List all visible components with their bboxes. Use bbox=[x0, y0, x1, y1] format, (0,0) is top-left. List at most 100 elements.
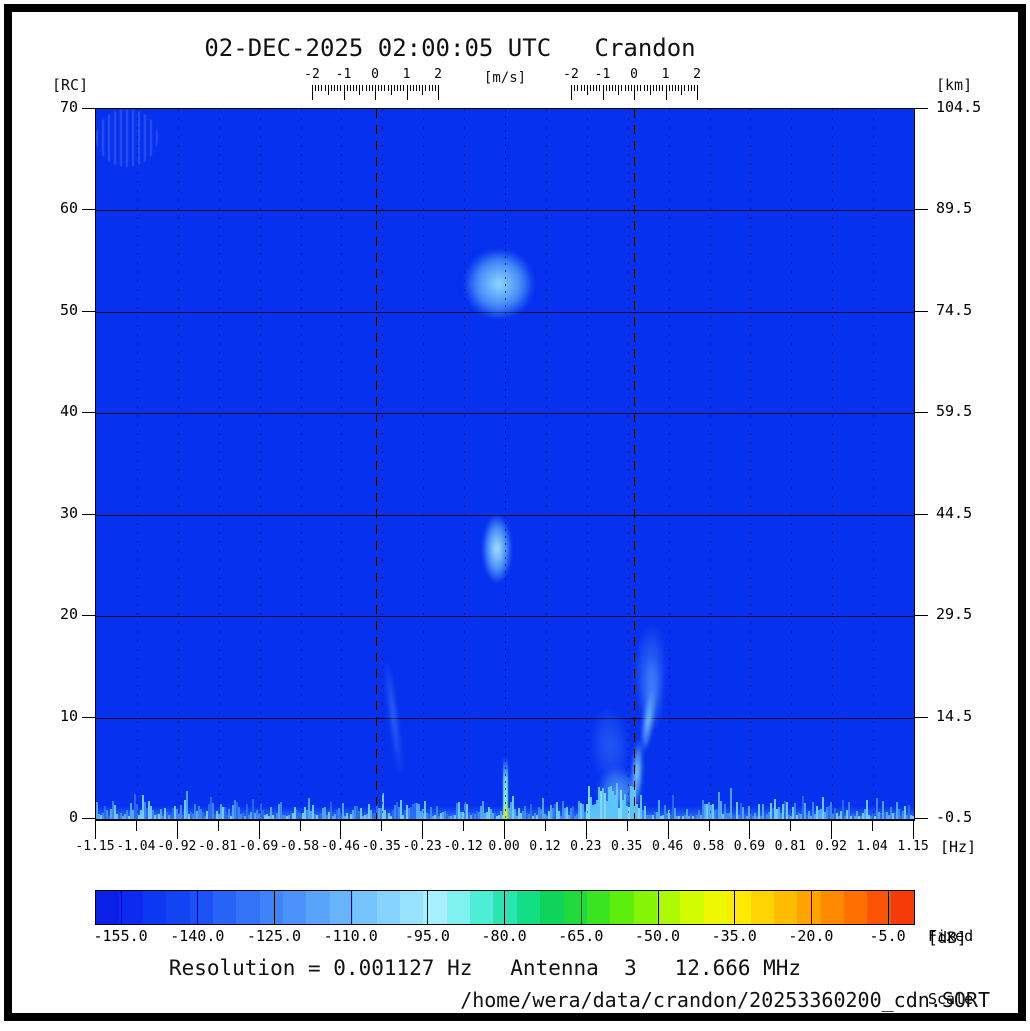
left-axis-tick bbox=[82, 818, 95, 819]
velocity-ruler-tick bbox=[668, 85, 670, 91]
noise-bar bbox=[118, 815, 120, 819]
noise-bar bbox=[478, 812, 480, 819]
grid-line-vertical-dotted bbox=[586, 109, 588, 819]
velocity-ruler-tick bbox=[438, 85, 439, 100]
velocity-ruler-tick bbox=[356, 85, 358, 91]
noise-bar bbox=[892, 813, 894, 819]
x-axis-unit: [Hz] bbox=[939, 838, 977, 856]
grid-line-vertical-dotted bbox=[341, 109, 343, 819]
noise-bar bbox=[100, 815, 102, 819]
noise-bar bbox=[618, 808, 620, 819]
noise-bar bbox=[160, 809, 162, 819]
noise-bar bbox=[564, 808, 566, 819]
noise-bar bbox=[776, 809, 778, 819]
velocity-ruler-tick bbox=[390, 85, 392, 95]
colorbar-tick bbox=[120, 890, 122, 925]
noise-bar bbox=[500, 811, 502, 819]
noise-bar bbox=[138, 815, 140, 819]
right-axis-tick bbox=[914, 108, 928, 109]
noise-bar bbox=[190, 812, 192, 819]
noise-bar bbox=[780, 813, 782, 819]
velocity-ruler-tick bbox=[602, 85, 604, 100]
noise-bar bbox=[460, 812, 462, 819]
x-axis-tick-label: 0.58 bbox=[692, 839, 725, 854]
right-axis-tick-label: 44.5 bbox=[936, 503, 973, 522]
x-axis-tick-label: -0.69 bbox=[239, 839, 279, 854]
grid-line-vertical-dotted bbox=[177, 109, 179, 819]
noise-bar bbox=[406, 805, 408, 819]
noise-bar bbox=[562, 801, 564, 819]
noise-bar bbox=[458, 802, 460, 819]
right-axis-unit: [km] bbox=[936, 76, 973, 94]
noise-bar bbox=[494, 813, 496, 819]
x-axis-tick-label: 0.00 bbox=[488, 839, 520, 854]
noise-bar bbox=[798, 813, 800, 819]
noise-bar bbox=[414, 803, 416, 819]
velocity-ruler-tick bbox=[340, 85, 342, 91]
velocity-ruler-tick bbox=[419, 85, 421, 91]
colorbar-segment bbox=[189, 891, 213, 924]
noise-bar bbox=[96, 802, 98, 819]
noise-bar bbox=[496, 816, 498, 819]
noise-bar bbox=[338, 808, 340, 819]
noise-bar bbox=[142, 795, 144, 819]
noise-bar bbox=[214, 815, 216, 819]
noise-bar bbox=[184, 800, 186, 819]
velocity-ruler-tick bbox=[577, 85, 579, 91]
grid-line-vertical-dotted bbox=[668, 109, 670, 819]
noise-bar bbox=[170, 815, 172, 819]
velocity-ruler-label: -2 bbox=[563, 67, 579, 82]
noise-bar bbox=[468, 813, 470, 819]
noise-bar bbox=[536, 815, 538, 819]
noise-bar bbox=[334, 814, 336, 819]
noise-bar bbox=[886, 812, 888, 819]
velocity-ruler-tick bbox=[571, 85, 572, 100]
noise-bar bbox=[762, 804, 764, 819]
grid-line-vertical-dotted bbox=[627, 109, 629, 819]
plot-title: 02-DEC-2025 02:00:05 UTC Crandon bbox=[204, 34, 696, 62]
noise-bar bbox=[270, 807, 272, 819]
colorbar-segment bbox=[540, 891, 564, 924]
velocity-ruler-tick bbox=[608, 85, 610, 91]
colorbar-tick-label: -35.0 bbox=[711, 927, 757, 945]
noise-bar bbox=[818, 810, 820, 819]
noise-bar bbox=[558, 811, 560, 819]
noise-bar bbox=[454, 815, 456, 819]
velocity-ruler-tick bbox=[618, 85, 620, 95]
velocity-ruler-tick bbox=[425, 85, 427, 91]
noise-bar bbox=[788, 815, 790, 819]
noise-bar bbox=[692, 816, 694, 819]
noise-bar bbox=[192, 814, 194, 819]
noise-bar bbox=[288, 815, 290, 819]
noise-bar bbox=[816, 806, 818, 819]
velocity-ruler-tick bbox=[583, 85, 585, 91]
x-axis-tick bbox=[790, 820, 792, 831]
noise-bar bbox=[106, 810, 108, 819]
left-axis-tick bbox=[82, 615, 95, 617]
noise-bar bbox=[706, 804, 708, 819]
colorbar-segment bbox=[446, 891, 470, 924]
noise-bar bbox=[208, 804, 210, 819]
noise-bar bbox=[306, 810, 308, 819]
noise-bar bbox=[196, 811, 198, 819]
x-axis-tick bbox=[299, 820, 301, 831]
velocity-ruler-label: -2 bbox=[304, 67, 320, 82]
colorbar-segment bbox=[259, 891, 283, 924]
colorbar-segment bbox=[329, 891, 354, 924]
velocity-ruler-tick bbox=[612, 85, 613, 91]
noise-bar bbox=[840, 811, 842, 819]
noise-bar bbox=[502, 815, 504, 819]
noise-bar bbox=[660, 816, 662, 819]
noise-bar bbox=[910, 815, 912, 819]
noise-bar bbox=[900, 816, 902, 819]
noise-bar bbox=[720, 801, 722, 819]
colorbar-tick-label: -80.0 bbox=[481, 927, 527, 945]
noise-bar bbox=[908, 805, 910, 819]
colorbar-tick-label: -125.0 bbox=[246, 927, 302, 945]
noise-bar bbox=[360, 808, 362, 819]
noise-bar bbox=[726, 813, 728, 819]
colorbar-segment bbox=[306, 891, 330, 924]
noise-bar bbox=[878, 812, 880, 819]
colorbar-segment bbox=[283, 891, 307, 924]
noise-bar bbox=[686, 809, 688, 819]
